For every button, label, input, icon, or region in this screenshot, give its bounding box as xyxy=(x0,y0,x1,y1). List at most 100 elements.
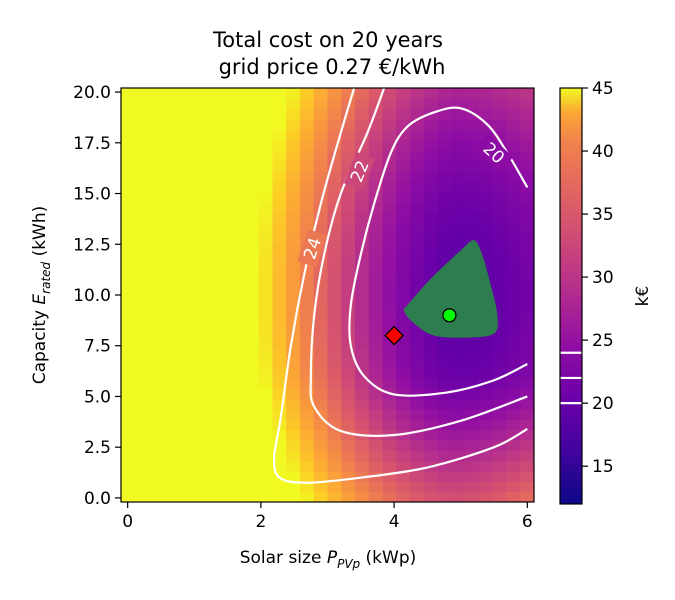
heatmap-cell xyxy=(451,222,466,234)
heatmap-cell xyxy=(299,295,315,306)
heatmap-cell xyxy=(272,295,287,306)
heatmap-cell xyxy=(189,346,205,358)
heatmap-cell xyxy=(162,253,177,265)
heatmap-cell xyxy=(396,170,411,182)
heatmap-cell xyxy=(313,336,329,348)
heatmap-cell xyxy=(258,212,274,224)
heatmap-cell xyxy=(423,336,439,348)
heatmap-cell xyxy=(437,470,452,482)
heatmap-cell xyxy=(465,429,480,441)
heatmap-cell xyxy=(313,470,329,482)
heatmap-cell xyxy=(162,212,177,224)
heatmap-cell xyxy=(134,305,150,317)
heatmap-cell xyxy=(368,419,384,431)
heatmap-cell xyxy=(437,160,452,172)
heatmap-cell xyxy=(437,408,452,420)
heatmap-cell xyxy=(478,408,494,420)
heatmap-cell xyxy=(121,119,136,130)
heatmap-cell xyxy=(203,357,218,369)
heatmap-cell xyxy=(410,491,425,502)
heatmap-cell xyxy=(506,263,521,275)
heatmap-cell xyxy=(396,439,411,451)
heatmap-cell xyxy=(313,377,329,389)
heatmap-cell xyxy=(437,346,452,358)
heatmap-cell xyxy=(231,419,246,431)
heatmap-cell xyxy=(272,284,287,296)
heatmap-cell xyxy=(355,357,370,369)
heatmap-cell xyxy=(451,191,466,203)
heatmap-cell xyxy=(492,284,508,296)
heatmap-cell xyxy=(258,160,274,172)
heatmap-cell xyxy=(520,119,534,130)
heatmap-cell xyxy=(478,346,494,358)
heatmap-cell xyxy=(520,460,534,472)
heatmap-cell xyxy=(492,170,508,182)
heatmap-cell xyxy=(258,398,274,410)
heatmap-cell xyxy=(189,263,205,275)
heatmap-cell xyxy=(478,481,494,493)
heatmap-cell xyxy=(148,119,163,130)
heatmap-cell xyxy=(272,150,287,162)
heatmap-cell xyxy=(134,388,150,400)
heatmap-cell xyxy=(189,429,205,441)
heatmap-cell xyxy=(410,108,425,120)
heatmap-cell xyxy=(231,191,246,203)
heatmap-cell xyxy=(203,408,218,420)
heatmap-cell xyxy=(423,119,439,130)
x-axis-label-var: P xyxy=(327,548,338,568)
heatmap-cell xyxy=(162,450,177,462)
x-axis-label-sub: PVp xyxy=(337,557,360,571)
heatmap-cell xyxy=(368,170,384,182)
heatmap-cell xyxy=(148,243,163,255)
heatmap-cell xyxy=(203,315,218,327)
heatmap-cell xyxy=(327,377,342,389)
heatmap-cell xyxy=(121,357,136,369)
heatmap-cell xyxy=(244,315,260,327)
heatmap-cell xyxy=(231,315,246,327)
heatmap-cell xyxy=(272,274,287,286)
heatmap-cell xyxy=(286,367,301,379)
heatmap-cell xyxy=(368,450,384,462)
heatmap-cell xyxy=(134,263,150,275)
y-axis-label-sub: rated xyxy=(39,261,53,293)
heatmap-cell xyxy=(272,491,287,502)
heatmap-cell xyxy=(299,150,315,162)
heatmap-cell xyxy=(396,357,411,369)
heatmap-cell xyxy=(506,181,521,193)
heatmap-cell xyxy=(258,315,274,327)
heatmap-cell xyxy=(355,212,370,224)
heatmap-cell xyxy=(327,170,342,182)
heatmap-cell xyxy=(368,367,384,379)
x-axis-label-text: Solar size xyxy=(240,548,327,568)
heatmap-cell xyxy=(506,346,521,358)
heatmap-cell xyxy=(382,491,397,502)
heatmap-cell xyxy=(313,429,329,441)
heatmap-cell xyxy=(176,315,191,327)
heatmap-cell xyxy=(134,181,150,193)
heatmap-cell xyxy=(465,377,480,389)
heatmap-cell xyxy=(520,305,534,317)
chart-subtitle: grid price 0.27 €/kWh xyxy=(219,55,446,79)
heatmap-cell xyxy=(244,336,260,348)
heatmap-cell xyxy=(492,181,508,193)
heatmap-cell xyxy=(134,284,150,296)
heatmap-cell xyxy=(203,429,218,441)
heatmap-cell xyxy=(203,305,218,317)
heatmap-cell xyxy=(327,181,342,193)
heatmap-cell xyxy=(368,284,384,296)
heatmap-cell xyxy=(520,284,534,296)
heatmap-cell xyxy=(341,357,356,369)
heatmap-cell xyxy=(244,429,260,441)
heatmap-cell xyxy=(299,460,315,472)
heatmap-cell xyxy=(148,491,163,502)
heatmap-cell xyxy=(299,222,315,234)
heatmap-cell xyxy=(121,129,136,141)
heatmap-cell xyxy=(423,98,439,110)
heatmap-cell xyxy=(176,408,191,420)
heatmap-cell xyxy=(272,450,287,462)
heatmap-cell xyxy=(355,98,370,110)
heatmap-cell xyxy=(327,98,342,110)
heatmap-cell xyxy=(217,274,232,286)
heatmap-cell xyxy=(355,129,370,141)
heatmap-cell xyxy=(327,315,342,327)
